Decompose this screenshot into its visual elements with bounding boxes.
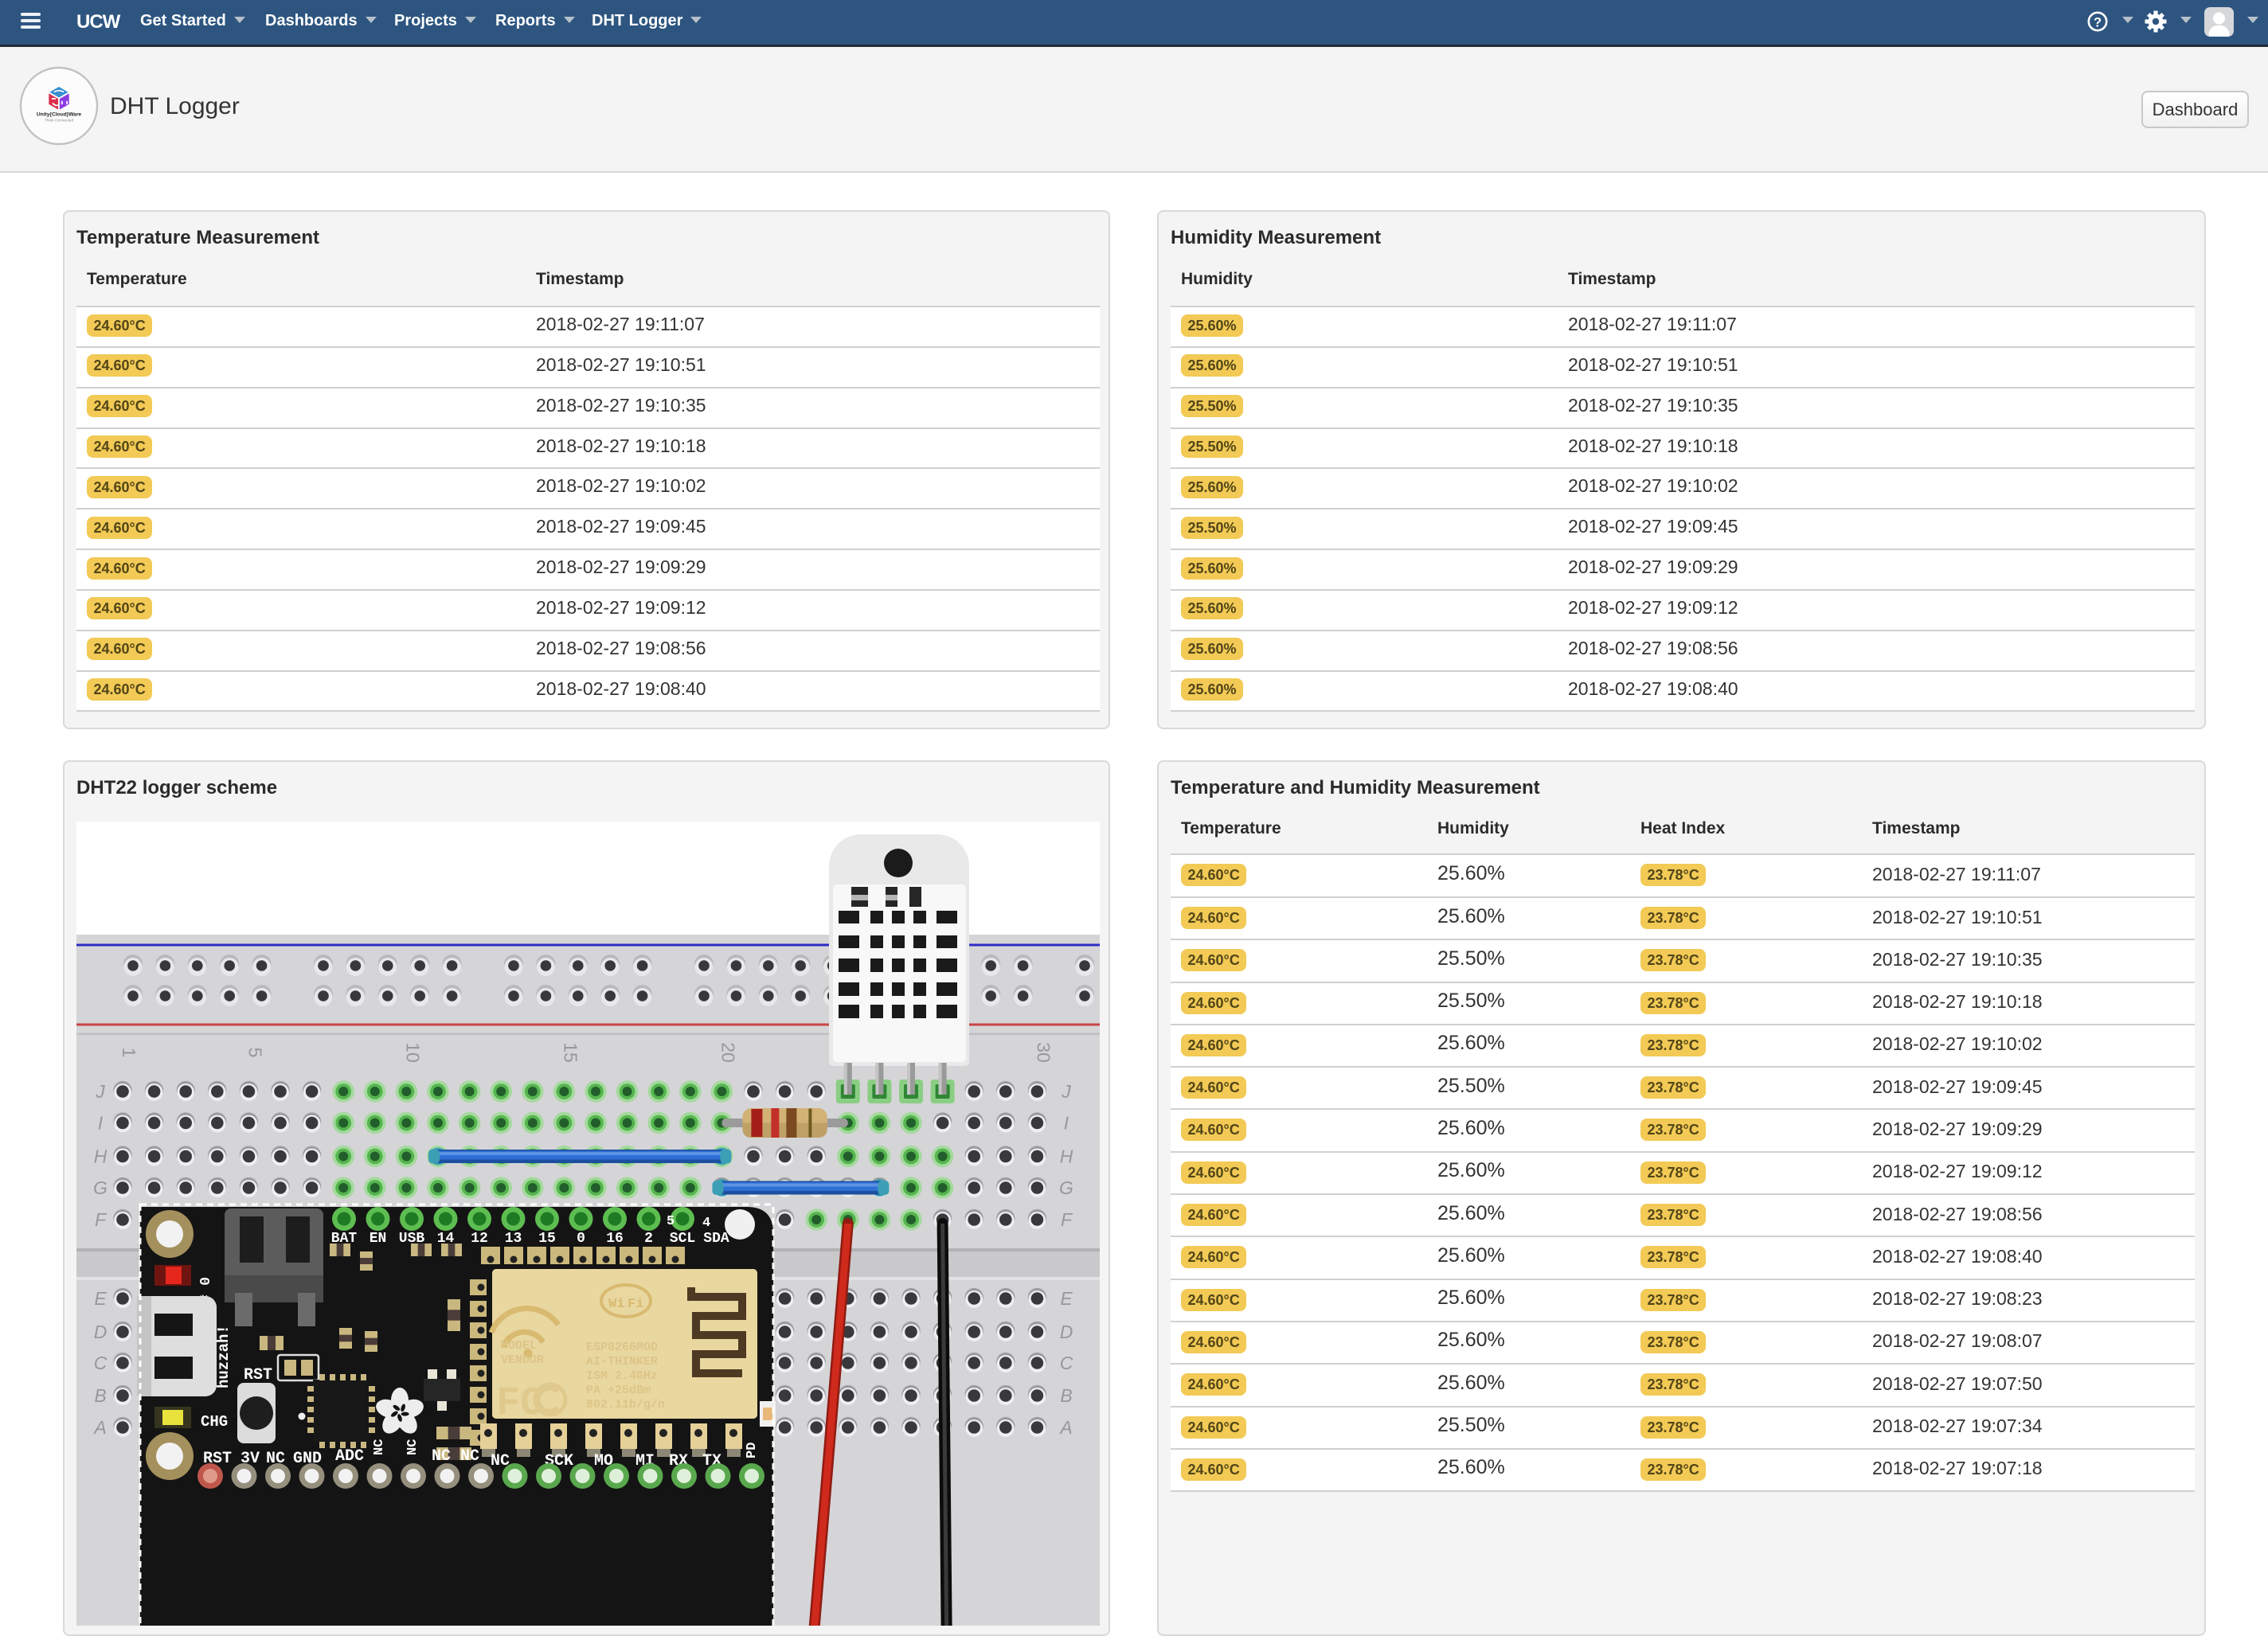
- svg-text:MO: MO: [594, 1452, 613, 1470]
- svg-text:2: 2: [644, 1231, 653, 1247]
- svg-text:0: 0: [577, 1231, 585, 1247]
- svg-text:J: J: [95, 1081, 105, 1102]
- svg-text:I: I: [1064, 1113, 1069, 1134]
- svg-text:10: 10: [402, 1042, 423, 1063]
- svg-text:SDA: SDA: [703, 1231, 729, 1247]
- svg-text:ESP8266MOD: ESP8266MOD: [586, 1341, 658, 1354]
- svg-text:huzzah!: huzzah!: [215, 1325, 233, 1388]
- svg-text:USB: USB: [399, 1231, 425, 1247]
- svg-text:15: 15: [560, 1042, 581, 1063]
- svg-text:4: 4: [702, 1216, 710, 1231]
- svg-text:PD: PD: [745, 1443, 760, 1458]
- svg-text:B: B: [1060, 1385, 1072, 1406]
- svg-text:14: 14: [437, 1231, 455, 1247]
- svg-text:13: 13: [505, 1231, 522, 1247]
- svg-text:D: D: [94, 1322, 108, 1342]
- svg-text:NC: NC: [432, 1447, 451, 1466]
- svg-text:802.11b/g/n: 802.11b/g/n: [586, 1398, 665, 1411]
- svg-text:NC: NC: [405, 1439, 420, 1455]
- svg-text:E: E: [94, 1288, 107, 1309]
- svg-text:Fi: Fi: [628, 1297, 643, 1312]
- svg-text:D: D: [1060, 1322, 1073, 1342]
- svg-text:15: 15: [538, 1231, 556, 1247]
- svg-text:Wi: Wi: [608, 1297, 624, 1312]
- svg-text:EN: EN: [370, 1231, 387, 1247]
- svg-text:H: H: [1060, 1146, 1073, 1167]
- svg-text:AI-THINKER: AI-THINKER: [586, 1355, 658, 1369]
- svg-text:C: C: [94, 1353, 108, 1373]
- svg-text:PA +25dBm: PA +25dBm: [586, 1384, 651, 1397]
- svg-text:F: F: [95, 1209, 108, 1230]
- svg-text:NC: NC: [460, 1447, 479, 1466]
- svg-text:G: G: [1059, 1177, 1073, 1198]
- svg-text:CHG: CHG: [201, 1413, 228, 1431]
- svg-text:G: G: [93, 1177, 108, 1198]
- svg-text:12: 12: [471, 1231, 488, 1247]
- svg-text:NC: NC: [491, 1452, 510, 1470]
- svg-text:GND: GND: [293, 1450, 322, 1468]
- svg-text:Think Connected: Think Connected: [45, 119, 74, 123]
- svg-text:NC: NC: [266, 1450, 285, 1468]
- svg-text:VENDOR: VENDOR: [501, 1353, 544, 1367]
- svg-text:A: A: [1058, 1417, 1072, 1438]
- svg-text:B: B: [94, 1385, 106, 1406]
- svg-text:?: ?: [2094, 16, 2102, 30]
- svg-text:A: A: [92, 1417, 106, 1438]
- svg-text:SCL: SCL: [670, 1231, 695, 1247]
- svg-text:5: 5: [244, 1048, 265, 1058]
- svg-text:0: 0: [195, 1277, 211, 1286]
- svg-text:16: 16: [606, 1231, 624, 1247]
- svg-text:H: H: [94, 1146, 108, 1167]
- svg-text:20: 20: [718, 1042, 738, 1063]
- svg-text:1: 1: [119, 1048, 139, 1058]
- svg-text:5: 5: [667, 1214, 675, 1229]
- svg-text:30: 30: [1033, 1042, 1054, 1063]
- svg-text:C: C: [1060, 1353, 1073, 1373]
- svg-text:ISM 2.4GHz: ISM 2.4GHz: [586, 1369, 658, 1383]
- svg-text:J: J: [1061, 1081, 1071, 1102]
- svg-text:E: E: [1060, 1288, 1073, 1309]
- svg-text:BAT: BAT: [331, 1231, 358, 1247]
- svg-text:NC: NC: [372, 1439, 387, 1455]
- svg-text:MODEL: MODEL: [501, 1339, 537, 1353]
- svg-text:I: I: [98, 1113, 104, 1134]
- svg-text:ADC: ADC: [335, 1447, 364, 1466]
- svg-text:Unity{Cloud}Ware: Unity{Cloud}Ware: [37, 112, 82, 118]
- svg-text:RST: RST: [244, 1366, 272, 1384]
- svg-text:F: F: [1061, 1209, 1073, 1230]
